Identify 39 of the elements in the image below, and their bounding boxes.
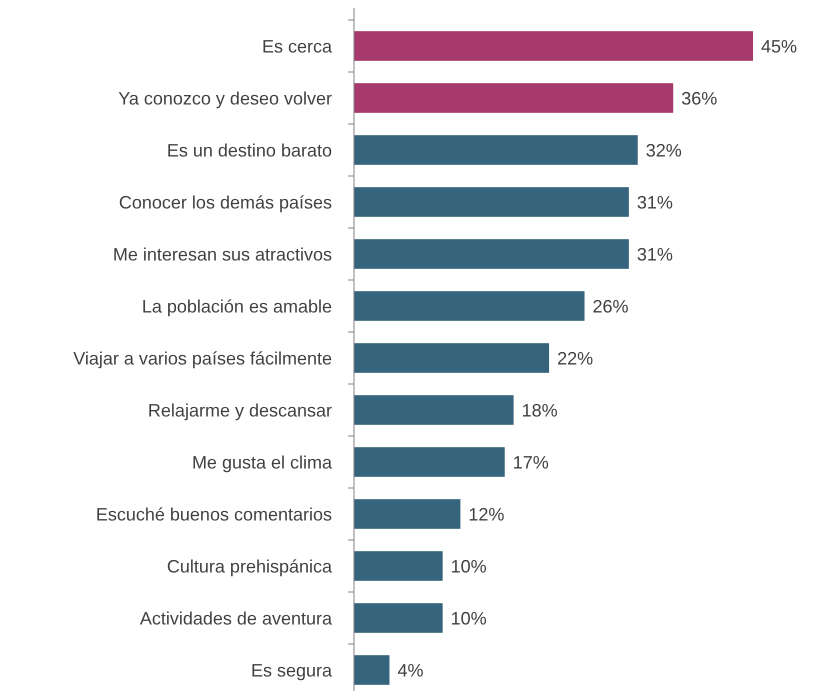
bar	[354, 655, 390, 685]
data-label: 18%	[522, 400, 558, 420]
data-label: 17%	[512, 452, 549, 472]
bar	[354, 239, 629, 269]
bar	[354, 343, 550, 373]
data-label: 12%	[468, 504, 504, 524]
y-tick-label: Es un destino barato	[166, 140, 332, 160]
data-label: 26%	[592, 296, 629, 316]
data-label: 32%	[646, 140, 682, 160]
bar	[354, 291, 585, 321]
data-label: 31%	[636, 192, 673, 212]
bar	[354, 395, 514, 425]
bar	[354, 603, 443, 633]
data-label: 45%	[761, 36, 798, 56]
y-tick-label: Me gusta el clima	[192, 452, 333, 472]
data-label: 4%	[397, 660, 424, 680]
y-tick-label: Actividades de aventura	[140, 608, 333, 628]
data-label: 22%	[557, 348, 594, 368]
y-tick-label: Viajar a varios países fácilmente	[73, 348, 332, 368]
data-label: 10%	[450, 608, 487, 628]
y-tick-label: Ya conozco y deseo volver	[118, 88, 332, 108]
y-tick-label: Cultura prehispánica	[166, 556, 333, 576]
y-tick-label: Escuché buenos comentarios	[96, 504, 332, 524]
y-tick-label: Es segura	[250, 660, 333, 680]
bar	[354, 187, 629, 217]
bar	[354, 499, 460, 529]
data-label: 36%	[681, 88, 718, 108]
y-tick-label: Conocer los demás países	[118, 192, 332, 212]
data-label: 10%	[450, 556, 487, 576]
bar	[354, 447, 505, 477]
y-tick-label: Relajarme y descansar	[148, 400, 332, 420]
bar	[354, 135, 638, 165]
bar	[354, 83, 674, 113]
y-tick-label: Me interesan sus atractivos	[112, 244, 332, 264]
y-tick-label: Es cerca	[262, 36, 333, 56]
data-label: 31%	[636, 244, 673, 264]
bar	[354, 551, 443, 581]
bar	[354, 31, 753, 61]
y-tick-label: La población es amable	[142, 296, 332, 316]
